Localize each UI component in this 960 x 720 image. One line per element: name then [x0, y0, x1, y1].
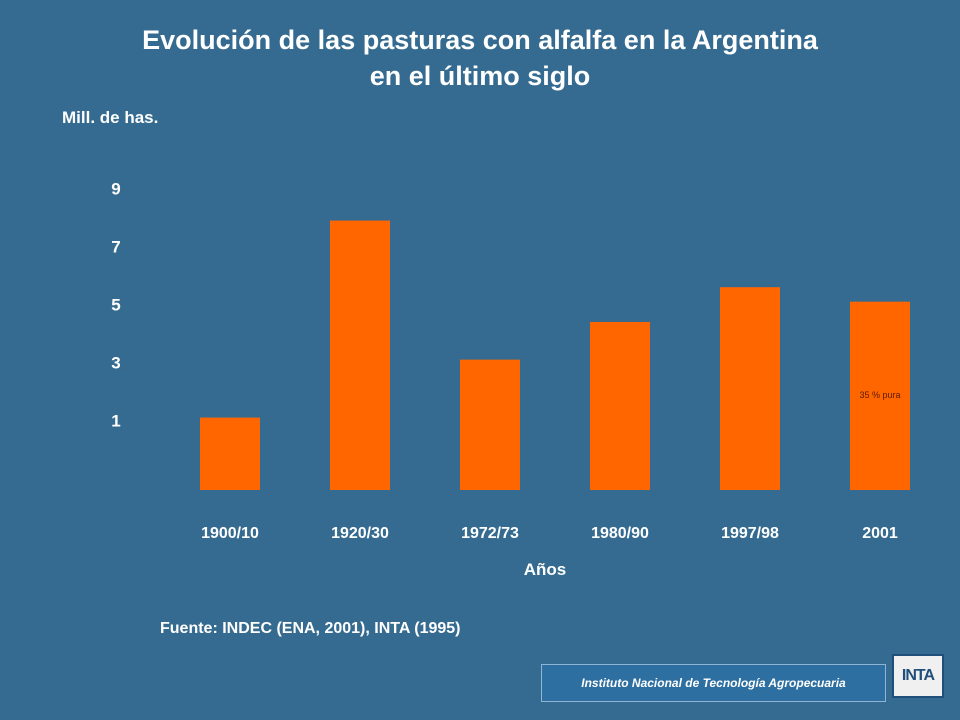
bar-annotation: 35 % pura	[859, 390, 900, 400]
bar	[720, 287, 780, 490]
chart-title-line2: en el último siglo	[369, 61, 591, 91]
chart-title-line1: Evolución de las pasturas con alfalfa en…	[142, 25, 818, 55]
x-tick-label: 1980/90	[591, 525, 649, 542]
institution-name: Instituto Nacional de Tecnología Agropec…	[581, 676, 846, 690]
y-axis-label: Mill. de has.	[62, 108, 159, 127]
bar	[330, 220, 390, 491]
x-tick-label: 1972/73	[461, 525, 519, 542]
bar	[200, 417, 260, 490]
y-tick-label: 5	[111, 296, 120, 315]
y-tick-label: 1	[111, 411, 120, 430]
y-tick-label: 9	[111, 180, 120, 199]
x-axis-label: Años	[523, 560, 567, 579]
x-tick-label: 2001	[862, 525, 898, 542]
institution-banner: Instituto Nacional de Tecnología Agropec…	[541, 664, 886, 702]
x-tick-label: 1997/98	[721, 525, 779, 542]
bar	[460, 359, 520, 490]
inta-logo: INTA	[892, 654, 944, 698]
inta-logo-text: INTA	[901, 667, 935, 684]
y-tick-label: 3	[111, 354, 120, 373]
x-tick-label: 1920/30	[331, 525, 389, 542]
bar	[850, 301, 910, 490]
bar	[590, 321, 650, 490]
source-note: Fuente: INDEC (ENA, 2001), INTA (1995)	[160, 620, 461, 637]
chart-title: Evolución de las pasturas con alfalfa en…	[0, 22, 960, 94]
y-tick-label: 7	[111, 238, 120, 257]
x-tick-label: 1900/10	[201, 525, 259, 542]
